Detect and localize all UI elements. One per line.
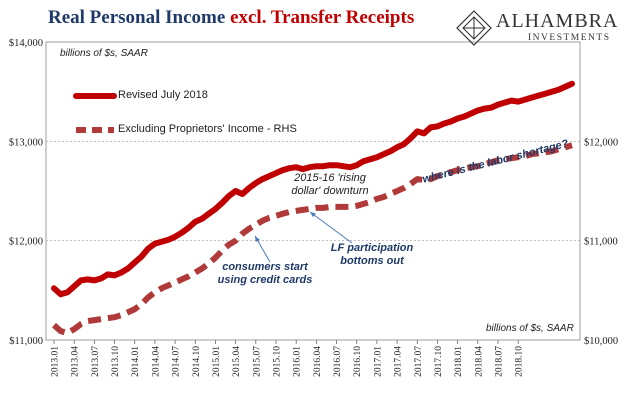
y-left-tick-label: $13,000 <box>9 137 43 148</box>
x-tick-label: 2015.07 <box>252 346 262 377</box>
x-tick-label: 2014.01 <box>131 346 141 377</box>
y-right-tick-label: $12,000 <box>584 137 618 148</box>
annotation-consumers-line2: using credit cards <box>217 274 313 286</box>
logo-sub: INVESTMENTS <box>528 33 611 43</box>
annotation-consumers: consumers start using credit cards <box>205 261 325 287</box>
legend-item-revised: Revised July 2018 <box>118 89 208 101</box>
x-tick-label: 2018.07 <box>495 346 505 377</box>
title-accent: excl. Transfer Receipts <box>230 7 415 28</box>
x-axis: 2013.01 2013.04 2013.07 2013.10 2014.01 2014.… <box>51 340 525 377</box>
annotation-arrows <box>254 211 353 263</box>
logo-name: ALHAMBRA <box>496 10 619 32</box>
x-tick-label: 2015.10 <box>273 346 283 377</box>
y-left-tick-label: $11,000 <box>9 336 43 347</box>
annotation-lf-participation: LF participation bottoms out <box>312 242 432 268</box>
arrow-lf <box>309 211 353 244</box>
annotation-rising-dollar-line1: 2015-16 'rising <box>294 172 366 184</box>
x-tick-label: 2018.10 <box>515 346 525 377</box>
y-right-tick-label: $11,000 <box>584 237 618 248</box>
series-line-1 <box>51 80 575 298</box>
x-tick-label: 2016.07 <box>333 346 343 377</box>
x-tick-label: 2013.07 <box>91 346 101 377</box>
plot-frame <box>45 41 581 341</box>
x-tick-label: 2018.04 <box>474 346 484 377</box>
y-left-tick-label: $12,000 <box>9 237 43 248</box>
x-tick-label: 2014.04 <box>151 346 161 377</box>
annotation-lf-line1: LF participation <box>330 242 414 254</box>
x-tick-label: 2014.07 <box>172 346 182 377</box>
right-unit-label: billions of $s, SAAR <box>486 323 574 334</box>
x-tick-label: 2013.10 <box>111 346 121 377</box>
chart-title: Real Personal Income excl. Transfer Rece… <box>48 7 414 29</box>
annotation-rising-dollar-line2: dollar' downturn <box>291 185 369 197</box>
x-tick-label: 2015.04 <box>232 346 242 377</box>
series-layer <box>51 80 575 336</box>
annotation-lf-line2: bottoms out <box>340 255 404 267</box>
legend <box>73 93 117 133</box>
x-tick-label: 2015.01 <box>212 346 222 377</box>
title-main: Real Personal Income <box>48 7 231 28</box>
x-tick-label: 2013.01 <box>51 346 61 377</box>
annotation-consumers-line1: consumers start <box>222 261 308 273</box>
x-tick-label: 2016.10 <box>353 346 363 377</box>
arrow-lf-head <box>310 212 316 218</box>
diamond-lattice-icon <box>456 10 492 46</box>
x-tick-label: 2017.04 <box>394 346 404 377</box>
annotation-rising-dollar: 2015-16 'rising dollar' downturn <box>265 172 395 198</box>
y-right-tick-label: $10,000 <box>584 336 618 347</box>
left-unit-label: billions of $s, SAAR <box>60 48 148 59</box>
grid <box>45 41 581 341</box>
x-tick-label: 2016.04 <box>313 346 323 377</box>
y-axis-right: $10,000 $11,000 $12,000 <box>584 137 618 347</box>
y-axis-left: $11,000 $12,000 $13,000 $14,000 <box>9 38 43 347</box>
x-tick-label: 2017.10 <box>434 346 444 377</box>
x-tick-label: 2016.01 <box>293 346 303 377</box>
y-left-tick-label: $14,000 <box>9 38 43 49</box>
logo-diamond-outline <box>456 10 492 46</box>
arrow-consumers-head <box>255 236 260 242</box>
x-tick-label: 2013.04 <box>71 346 81 377</box>
x-tick-label: 2017.07 <box>414 346 424 377</box>
legend-item-excluding: Excluding Proprietors' Income - RHS <box>118 123 297 135</box>
x-tick-label: 2017.01 <box>373 346 383 377</box>
x-tick-label: 2018.01 <box>454 346 464 377</box>
x-tick-label: 2014.10 <box>192 346 202 377</box>
